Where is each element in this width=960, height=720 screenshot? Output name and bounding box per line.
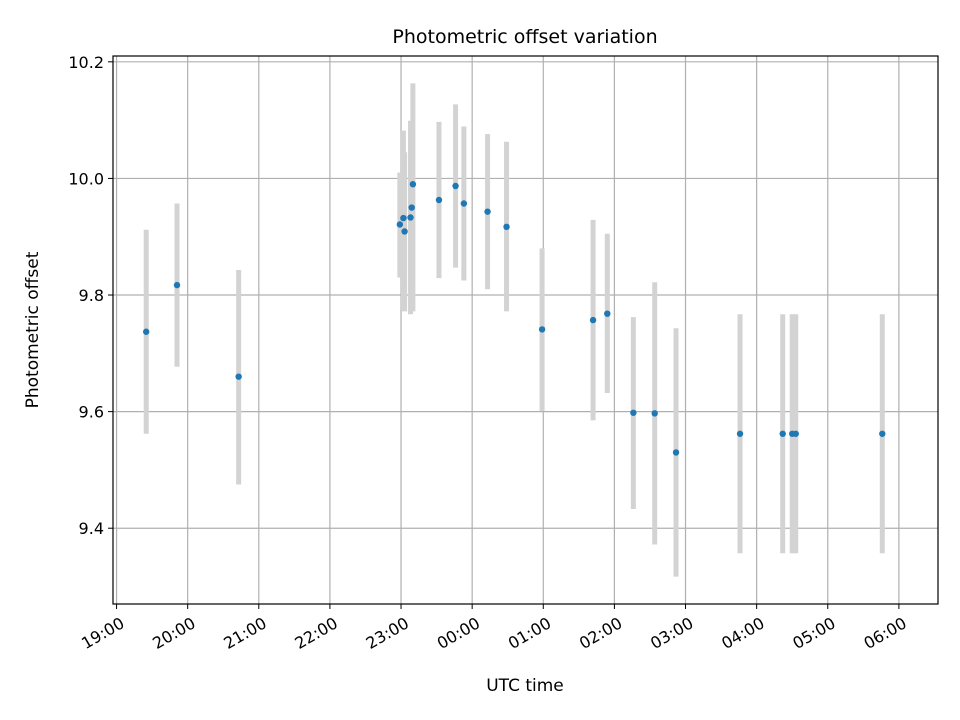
data-point — [400, 214, 407, 222]
data-point — [173, 281, 181, 289]
y-tick-label: 10.0 — [68, 169, 104, 188]
data-point — [460, 200, 468, 207]
data-point — [408, 204, 415, 211]
data-point — [452, 182, 459, 190]
data-point — [235, 373, 242, 380]
data-point — [435, 196, 443, 204]
data-points — [142, 181, 886, 456]
y-tick-label: 10.2 — [68, 53, 104, 72]
x-axis-label: UTC time — [486, 676, 564, 696]
data-point — [779, 430, 786, 437]
y-axis-ticks: 9.4 9.6 9.8 10.0 10.2 — [68, 53, 113, 538]
y-axis-label: Photometric offset — [23, 251, 43, 408]
data-point — [879, 430, 886, 437]
data-point — [736, 430, 744, 437]
plot-frame — [112, 55, 939, 605]
y-tick-label: 9.4 — [79, 519, 104, 538]
y-tick-label: 9.8 — [79, 286, 104, 305]
data-point — [604, 310, 611, 317]
data-point — [142, 328, 150, 335]
data-point — [538, 326, 546, 333]
data-point — [503, 223, 510, 231]
data-point — [396, 221, 404, 228]
data-point — [672, 449, 680, 456]
chart-title: Photometric offset variation — [392, 26, 657, 48]
data-point — [792, 430, 799, 437]
data-point — [651, 410, 658, 417]
grid — [113, 56, 938, 604]
data-point — [630, 409, 637, 416]
data-point — [589, 316, 597, 324]
data-point — [409, 181, 417, 188]
data-point — [401, 228, 408, 235]
data-point — [484, 208, 491, 215]
data-point — [407, 214, 414, 221]
y-tick-label: 9.6 — [79, 403, 104, 422]
